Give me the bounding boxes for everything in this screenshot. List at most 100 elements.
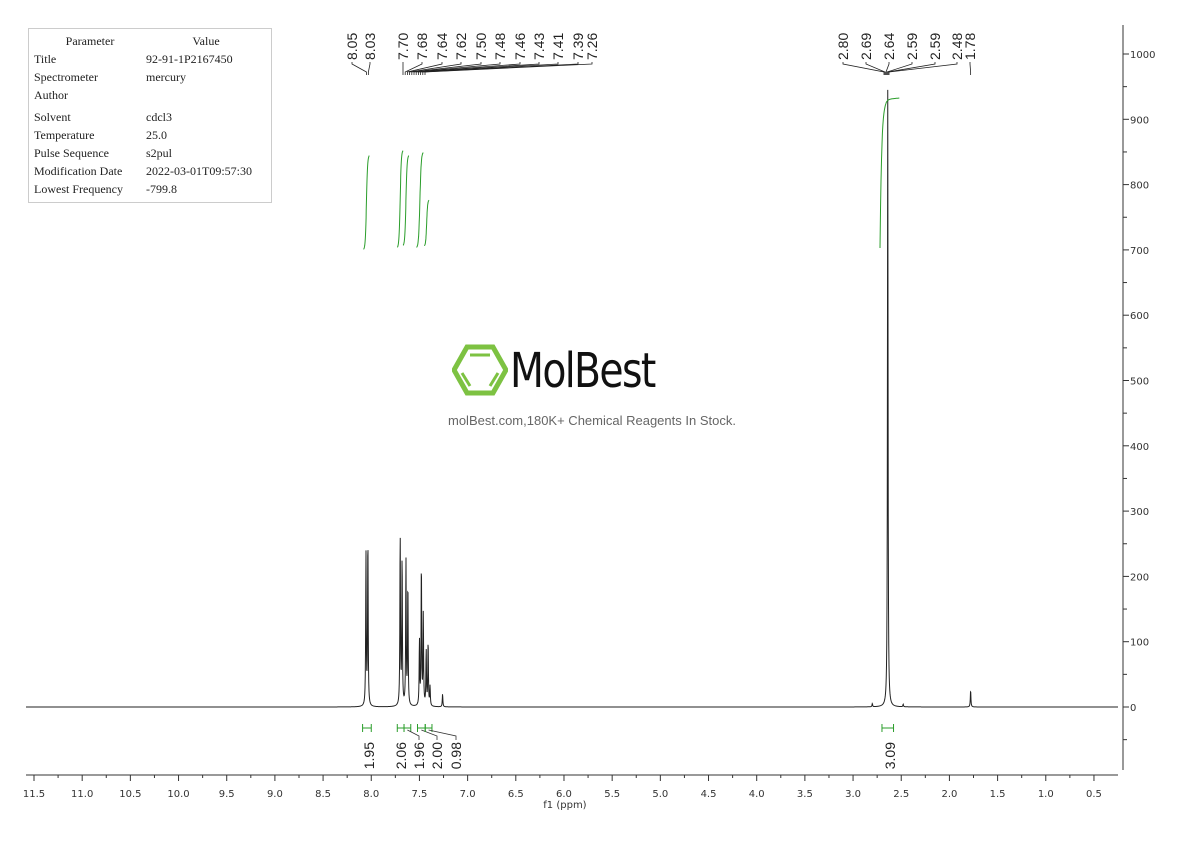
parameter-value: 92-91-1P2167450 <box>146 52 233 66</box>
integral-curve <box>396 150 404 248</box>
peak-label: 2.80 <box>835 33 851 60</box>
peak-label-connector <box>367 62 371 75</box>
y-tick-label: 700 <box>1130 246 1149 257</box>
parameter-row: Lowest Frequency -799.8 <box>29 180 271 198</box>
peak-label-connector <box>887 62 936 75</box>
parameter-table: Parameter Value Title 92-91-1P2167450 Spec… <box>28 28 272 203</box>
header-value: Value <box>192 34 220 48</box>
x-tick-label: 6.0 <box>556 789 572 800</box>
parameter-value: 25.0 <box>146 128 167 142</box>
peak-label: 7.70 <box>395 33 411 60</box>
peak-label: 2.59 <box>904 33 920 60</box>
spectrum-line <box>26 89 1118 708</box>
x-tick-label: 5.0 <box>652 789 668 800</box>
peak-label: 7.48 <box>492 33 508 60</box>
peak-label-connector <box>420 62 559 75</box>
parameter-row: Solvent cdcl3 <box>29 108 271 126</box>
integral-value: 3.09 <box>882 742 898 769</box>
integral-value: 1.96 <box>411 742 427 769</box>
peak-label-connector <box>411 62 482 75</box>
peak-label-connector <box>404 62 423 75</box>
x-tick-label: 1.0 <box>1038 789 1054 800</box>
integral-connector <box>428 729 457 740</box>
peak-label: 7.62 <box>453 33 469 60</box>
peak-label-connector <box>413 62 501 75</box>
x-tick-label: 2.0 <box>941 789 957 800</box>
y-tick-label: 200 <box>1130 572 1149 583</box>
parameter-key: Title <box>34 52 57 66</box>
watermark-tagline: molBest.com,180K+ Chemical Reagents In S… <box>448 413 736 428</box>
peak-label-connector <box>969 62 972 75</box>
peak-label-connector <box>417 62 540 75</box>
peak-label-connector <box>409 62 462 75</box>
peak-label-connector <box>888 62 958 75</box>
integral-curve <box>363 155 370 250</box>
x-tick-label: 4.0 <box>749 789 765 800</box>
x-tick-label: 11.0 <box>71 789 93 800</box>
y-tick-label: 100 <box>1130 638 1149 649</box>
parameter-row: Temperature 25.0 <box>29 126 271 144</box>
peak-label: 2.59 <box>927 33 943 60</box>
y-tick-label: 600 <box>1130 311 1149 322</box>
peak-label: 8.03 <box>362 33 378 60</box>
integral-value: 2.00 <box>429 742 445 769</box>
parameter-key: Temperature <box>34 128 95 142</box>
parameter-value: s2pul <box>146 146 173 160</box>
y-tick-label: 500 <box>1130 377 1149 388</box>
integral-curve <box>402 155 410 246</box>
parameter-value: 2022-03-01T09:57:30 <box>146 164 252 178</box>
parameter-value: mercury <box>146 70 186 84</box>
peak-label: 7.46 <box>512 33 528 60</box>
parameter-key: Author <box>34 88 68 102</box>
x-tick-label: 1.5 <box>990 789 1006 800</box>
x-tick-label: 7.0 <box>460 789 476 800</box>
peak-label: 8.05 <box>344 33 360 60</box>
peak-label: 7.39 <box>570 33 586 60</box>
peak-label-connector <box>406 62 443 75</box>
x-tick-label: 10.5 <box>119 789 141 800</box>
peak-label: 7.68 <box>414 33 430 60</box>
header-parameter: Parameter <box>65 34 115 48</box>
integral-curve <box>879 97 900 249</box>
parameter-table-header: Parameter Value <box>29 32 271 50</box>
parameter-value: cdcl3 <box>146 110 172 124</box>
y-tick-label: 400 <box>1130 442 1149 453</box>
integral-curve <box>416 152 424 248</box>
x-tick-label: 8.5 <box>315 789 331 800</box>
integral-value: 1.95 <box>361 742 377 769</box>
x-tick-label: 4.5 <box>701 789 717 800</box>
watermark-brand: MolBest <box>510 343 656 399</box>
peak-label-connector <box>886 62 913 75</box>
parameter-key: Modification Date <box>34 164 123 178</box>
integral-value: 2.06 <box>393 742 409 769</box>
peak-label-connector <box>842 62 885 75</box>
y-tick-label: 300 <box>1130 507 1149 518</box>
peak-label-connector <box>865 62 886 75</box>
parameter-key: Spectrometer <box>34 70 98 84</box>
y-tick-label: 0 <box>1130 703 1136 714</box>
y-tick-label: 800 <box>1130 181 1149 192</box>
peak-label: 7.43 <box>531 33 547 60</box>
y-tick-label: 900 <box>1130 115 1149 126</box>
parameter-key: Pulse Sequence <box>34 146 109 160</box>
benzene-logo-icon <box>452 344 508 396</box>
peak-label: 1.78 <box>962 33 978 60</box>
x-tick-label: 9.0 <box>267 789 283 800</box>
peak-label: 7.26 <box>584 33 600 60</box>
x-tick-label: 10.0 <box>167 789 189 800</box>
parameter-row: Spectrometer mercury <box>29 68 271 86</box>
x-tick-label: 2.5 <box>893 789 909 800</box>
parameter-value: -799.8 <box>146 182 177 196</box>
integral-value: 0.98 <box>448 742 464 769</box>
peak-label: 2.64 <box>881 33 897 60</box>
integral-connector <box>407 729 420 740</box>
integral-connector <box>421 729 438 740</box>
x-tick-label: 8.0 <box>363 789 379 800</box>
x-tick-label: 3.0 <box>845 789 861 800</box>
parameter-row: Author <box>29 86 271 104</box>
x-tick-label: 6.5 <box>508 789 524 800</box>
x-tick-label: 3.5 <box>797 789 813 800</box>
peak-label-connector <box>415 62 521 75</box>
peak-label: 7.50 <box>473 33 489 60</box>
